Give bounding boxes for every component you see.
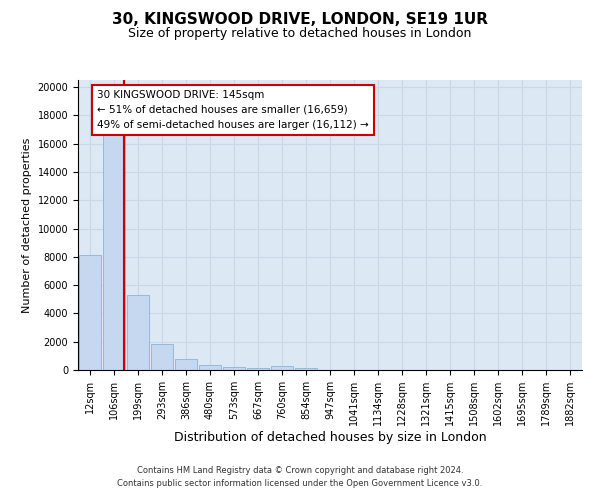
- Text: Size of property relative to detached houses in London: Size of property relative to detached ho…: [128, 28, 472, 40]
- Bar: [295, 368, 317, 370]
- Bar: [247, 368, 269, 370]
- Bar: [223, 366, 245, 370]
- Bar: [79, 256, 101, 370]
- Y-axis label: Number of detached properties: Number of detached properties: [22, 138, 32, 312]
- Text: 30 KINGSWOOD DRIVE: 145sqm
← 51% of detached houses are smaller (16,659)
49% of : 30 KINGSWOOD DRIVE: 145sqm ← 51% of deta…: [97, 90, 369, 130]
- Bar: [175, 360, 197, 370]
- Bar: [103, 135, 125, 370]
- Bar: [199, 366, 221, 370]
- Text: 30, KINGSWOOD DRIVE, LONDON, SE19 1UR: 30, KINGSWOOD DRIVE, LONDON, SE19 1UR: [112, 12, 488, 28]
- Bar: [151, 344, 173, 370]
- Bar: [127, 295, 149, 370]
- X-axis label: Distribution of detached houses by size in London: Distribution of detached houses by size …: [173, 431, 487, 444]
- Text: Contains HM Land Registry data © Crown copyright and database right 2024.
Contai: Contains HM Land Registry data © Crown c…: [118, 466, 482, 487]
- Bar: [271, 366, 293, 370]
